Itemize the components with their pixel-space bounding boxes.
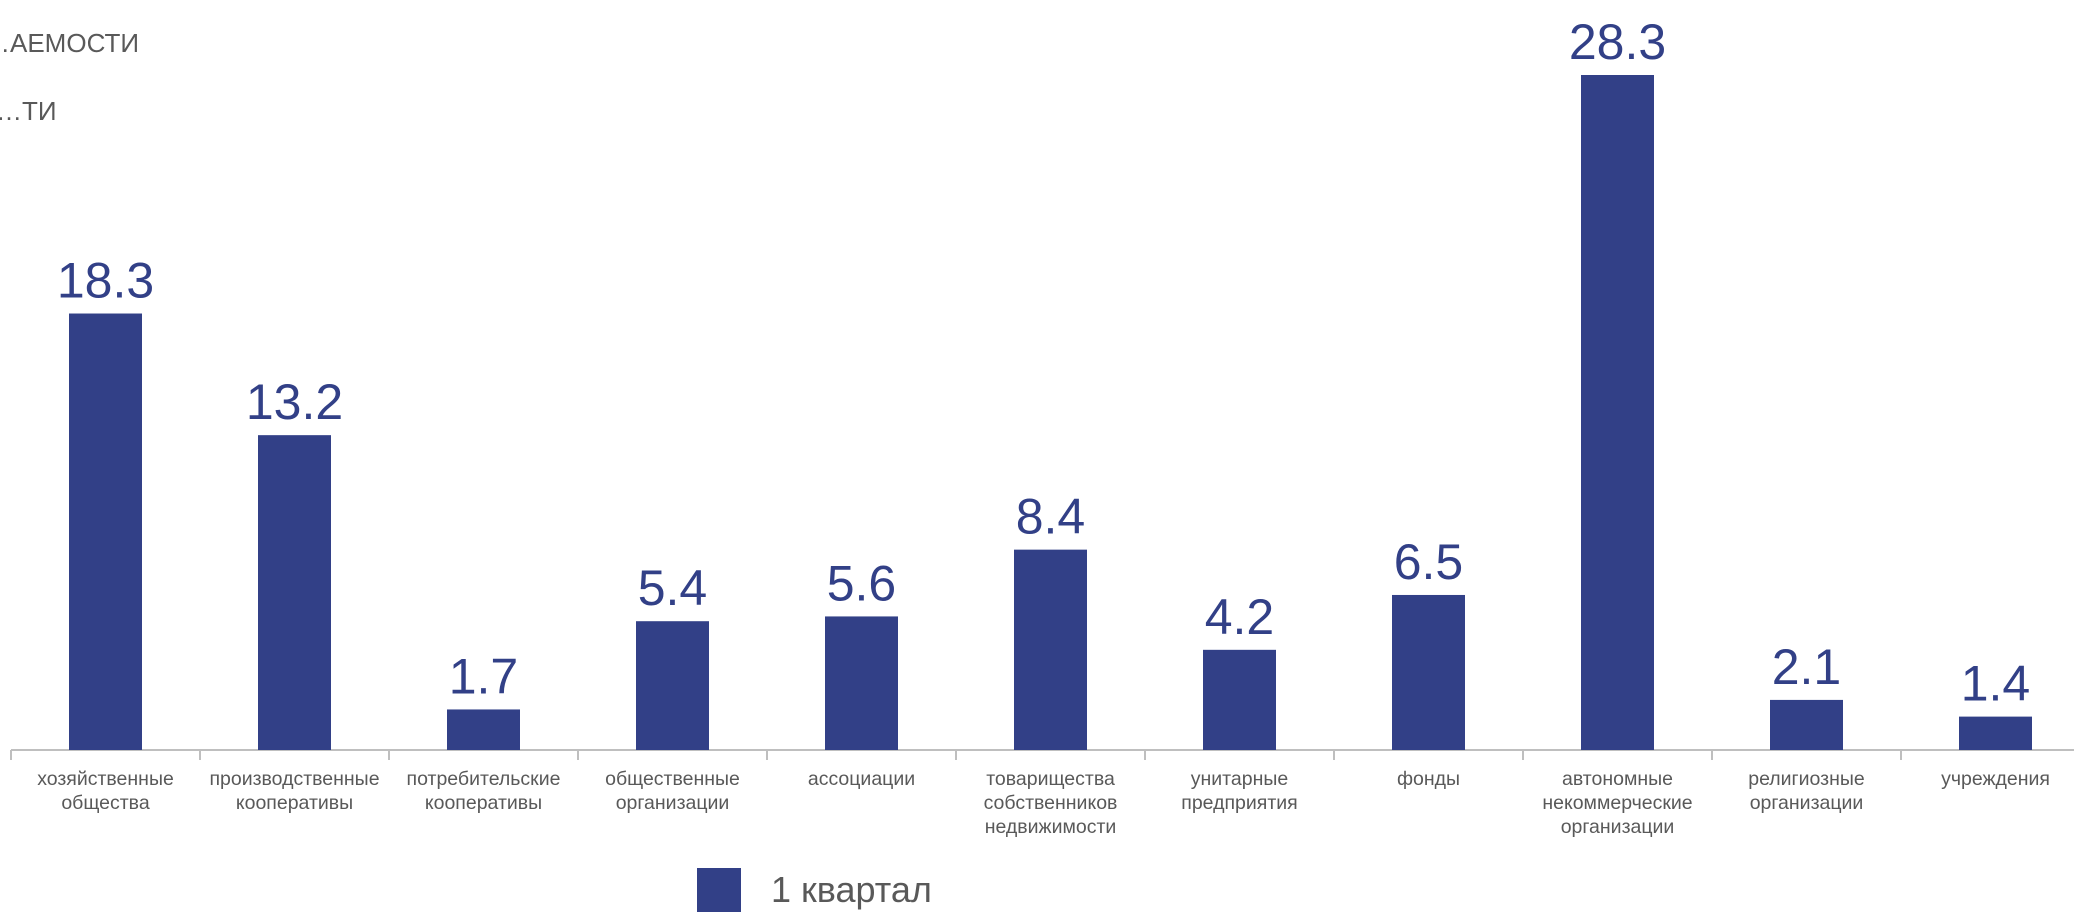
data-label: 5.4	[638, 560, 708, 616]
data-label: 8.4	[1016, 489, 1086, 545]
data-label: 13.2	[246, 374, 343, 430]
bar	[69, 313, 142, 750]
bar	[1770, 699, 1843, 750]
category-tick-label: автономные	[1562, 768, 1673, 790]
category-tick-label: общественные	[605, 768, 740, 790]
legend-swatch	[697, 868, 741, 912]
bar	[1581, 75, 1654, 750]
data-label: 5.6	[827, 555, 897, 611]
data-label: 2.1	[1772, 639, 1842, 695]
category-tick-label: товарищества	[986, 768, 1115, 790]
category-tick-label: ассоциации	[808, 768, 915, 790]
category-tick-label: предприятия	[1181, 792, 1297, 814]
chart-title-line-1: …АЕМОСТИ	[0, 28, 140, 58]
category-tick-label: организации	[1750, 792, 1864, 814]
category-tick-label: хозяйственные	[37, 768, 174, 790]
category-tick-label: организации	[616, 792, 730, 814]
data-label: 28.3	[1569, 14, 1666, 70]
data-label: 18.3	[57, 253, 154, 309]
category-tick-label: унитарные	[1191, 768, 1288, 790]
chart-title-line-2: …ТИ	[0, 96, 57, 126]
bar	[1203, 649, 1276, 750]
category-tick-label: потребительские	[407, 768, 561, 790]
category-tick-label: организации	[1561, 816, 1675, 838]
bar	[1014, 549, 1087, 750]
category-tick-label: недвижимости	[985, 816, 1117, 838]
bar	[258, 435, 331, 750]
legend: 1 квартал	[697, 868, 932, 912]
category-tick-label: кооперативы	[425, 792, 542, 814]
category-tick-label: кооперативы	[236, 792, 353, 814]
category-tick-label: собственников	[984, 792, 1118, 814]
data-label: 1.7	[449, 648, 519, 704]
bar	[447, 709, 520, 750]
category-tick-label: общества	[61, 792, 150, 814]
bar	[1392, 594, 1465, 750]
category-tick-label: производственные	[209, 768, 379, 790]
bar	[636, 621, 709, 750]
data-label: 1.4	[1961, 656, 2031, 712]
data-label: 6.5	[1394, 534, 1464, 590]
data-label: 4.2	[1205, 589, 1275, 645]
category-tick-label: фонды	[1397, 768, 1460, 790]
category-tick-label: учреждения	[1941, 768, 2050, 790]
bar	[825, 616, 898, 750]
legend-label: 1 квартал	[771, 869, 932, 910]
category-tick-label: религиозные	[1748, 768, 1865, 790]
category-tick-label: некоммерческие	[1542, 792, 1692, 814]
bar	[1959, 716, 2032, 750]
